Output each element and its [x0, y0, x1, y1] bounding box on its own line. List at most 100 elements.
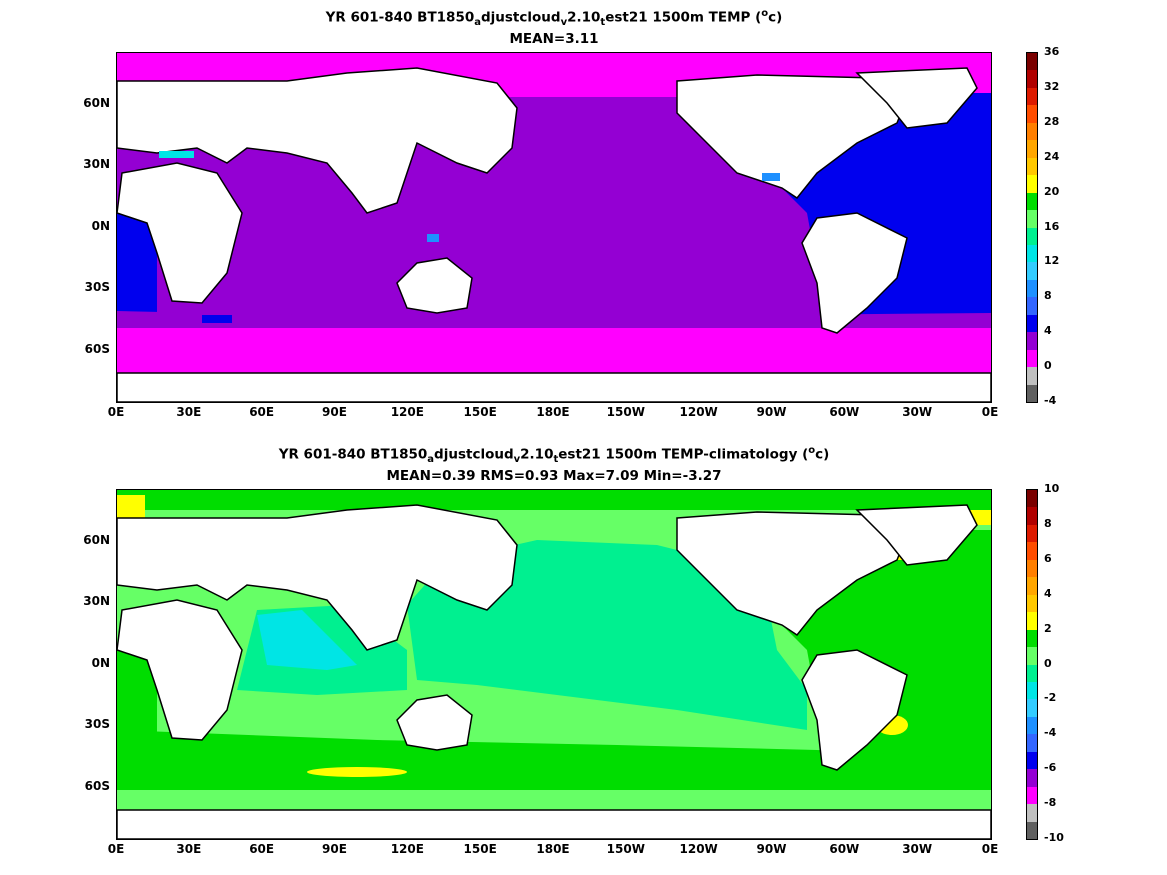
colorbar-label: 0 [1044, 656, 1052, 670]
x-tick-label: 0E [107, 405, 125, 419]
colorbar-label: -4 [1044, 726, 1057, 740]
panel2-colorbar [1026, 489, 1038, 840]
x-tick-label: 180E [536, 405, 570, 419]
colorbar-label: 36 [1044, 45, 1060, 58]
y-tick-label: 30N [83, 157, 110, 171]
colorbar-segment [1027, 297, 1037, 316]
colorbar-segment [1027, 577, 1037, 596]
colorbar-segment [1027, 244, 1037, 263]
x-tick-label: 150E [463, 842, 497, 856]
panel1-colorbar [1026, 52, 1038, 403]
x-tick-label: 30W [902, 842, 933, 856]
colorbar-segment [1027, 612, 1037, 631]
colorbar-segment [1027, 559, 1037, 578]
panel2-map [116, 489, 992, 840]
x-tick-label: 30E [176, 842, 202, 856]
colorbar-segment [1027, 751, 1037, 770]
colorbar-segment [1027, 262, 1037, 281]
x-tick-label: 150W [606, 405, 645, 419]
colorbar-label: 28 [1044, 114, 1060, 128]
x-tick-label: 60E [249, 842, 275, 856]
y-tick-label: 30N [83, 594, 110, 608]
x-tick-label: 60W [829, 842, 860, 856]
colorbar-segment [1027, 87, 1037, 106]
x-tick-label: 0E [107, 842, 125, 856]
colorbar-segment [1027, 490, 1037, 508]
colorbar-segment [1027, 157, 1037, 176]
colorbar-segment [1027, 542, 1037, 561]
colorbar-label: 8 [1044, 289, 1052, 303]
x-tick-label: 0E [981, 405, 999, 419]
y-tick-label: 60N [83, 96, 110, 110]
y-tick-label: 60N [83, 533, 110, 547]
x-tick-label: 120W [679, 842, 718, 856]
colorbar-segment [1027, 786, 1037, 805]
x-tick-label: 0E [981, 842, 999, 856]
x-tick-label: 90W [756, 405, 787, 419]
colorbar-segment [1027, 664, 1037, 683]
x-tick-label: 30W [902, 405, 933, 419]
colorbar-segment [1027, 53, 1037, 71]
x-tick-label: 90E [322, 405, 347, 419]
colorbar-segment [1027, 699, 1037, 718]
colorbar-segment [1027, 629, 1037, 648]
y-tick-label: 30S [84, 717, 110, 731]
x-tick-label: 120E [390, 405, 424, 419]
colorbar-segment [1027, 70, 1037, 89]
colorbar-segment [1027, 647, 1037, 665]
y-tick-label: 0N [91, 219, 110, 233]
colorbar-segment [1027, 524, 1037, 543]
panel1-stats: MEAN=3.11 [509, 31, 599, 47]
colorbar-segment [1027, 367, 1037, 386]
colorbar-label: 4 [1044, 324, 1052, 338]
x-tick-label: 150W [606, 842, 645, 856]
colorbar-segment [1027, 384, 1037, 403]
colorbar-segment [1027, 681, 1037, 700]
x-tick-label: 60E [249, 405, 275, 419]
colorbar-label: 10 [1044, 482, 1060, 495]
panel1-map [116, 52, 992, 403]
x-tick-label: 60W [829, 405, 860, 419]
colorbar-segment [1027, 821, 1037, 840]
x-tick-label: 120E [390, 842, 424, 856]
colorbar-segment [1027, 734, 1037, 753]
panel2-stats: MEAN=0.39 RMS=0.93 Max=7.09 Min=-3.27 [386, 468, 722, 484]
colorbar-label: 24 [1044, 149, 1060, 163]
colorbar-label: -4 [1044, 394, 1057, 407]
x-tick-label: 90W [756, 842, 787, 856]
panel1-title: YR 601-840 BT1850adjustcloudv2.10test21 … [325, 8, 783, 29]
colorbar-label: 20 [1044, 184, 1060, 198]
colorbar-segment [1027, 227, 1037, 246]
colorbar-segment [1027, 122, 1037, 141]
colorbar-label: 6 [1044, 551, 1052, 565]
colorbar-label: 16 [1044, 219, 1060, 233]
y-tick-label: 0N [91, 656, 110, 670]
colorbar-label: 4 [1044, 586, 1052, 600]
colorbar-segment [1027, 175, 1037, 194]
colorbar-label: -6 [1044, 761, 1057, 775]
colorbar-segment [1027, 769, 1037, 788]
x-tick-label: 180E [536, 842, 570, 856]
y-tick-label: 60S [84, 779, 110, 793]
panel2-title: YR 601-840 BT1850adjustcloudv2.10test21 … [278, 445, 830, 466]
colorbar-label: -10 [1044, 831, 1064, 844]
colorbar-segment [1027, 349, 1037, 368]
colorbar-segment [1027, 332, 1037, 351]
colorbar-label: 12 [1044, 254, 1060, 268]
colorbar-segment [1027, 594, 1037, 613]
x-tick-label: 30E [176, 405, 202, 419]
colorbar-segment [1027, 105, 1037, 124]
x-tick-label: 120W [679, 405, 718, 419]
colorbar-segment [1027, 804, 1037, 823]
colorbar-label: 0 [1044, 359, 1052, 373]
x-tick-label: 90E [322, 842, 347, 856]
y-tick-label: 60S [84, 342, 110, 356]
colorbar-label: -2 [1044, 691, 1057, 705]
colorbar-label: -8 [1044, 796, 1057, 810]
colorbar-segment [1027, 140, 1037, 159]
colorbar-segment [1027, 314, 1037, 333]
colorbar-segment [1027, 279, 1037, 298]
colorbar-segment [1027, 716, 1037, 735]
x-tick-label: 150E [463, 405, 497, 419]
colorbar-label: 2 [1044, 621, 1052, 635]
